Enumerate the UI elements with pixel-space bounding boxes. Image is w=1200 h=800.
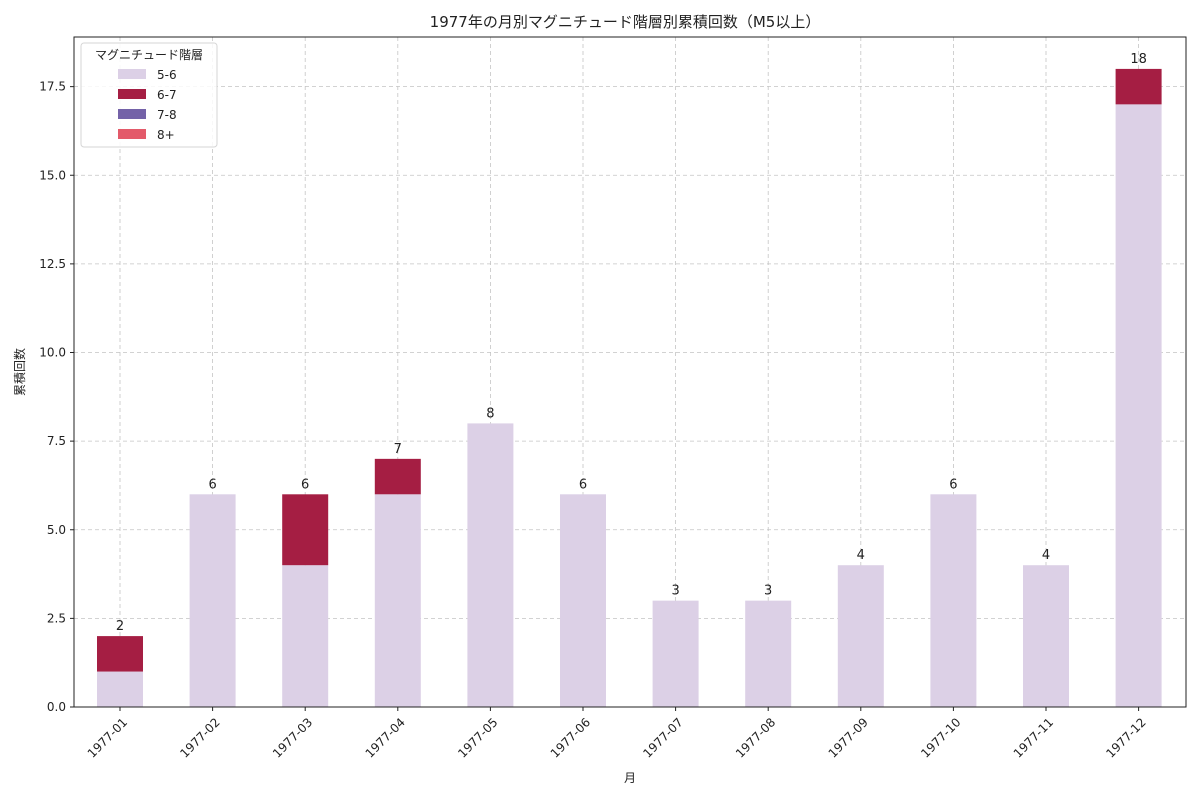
- legend-swatch-7-8: [118, 109, 146, 119]
- bar-segment-6-7: [97, 636, 143, 672]
- y-axis-label: 累積回数: [12, 348, 27, 396]
- bar-segment-6-7: [374, 458, 421, 495]
- bar-total-label: 3: [671, 584, 679, 599]
- bar-total-label: 4: [857, 548, 865, 563]
- y-tick-label: 15.0: [39, 168, 66, 182]
- bar-segment-5-6: [467, 423, 514, 707]
- bar-total-label: 2: [116, 619, 124, 634]
- x-tick-label: 1977-07: [640, 715, 685, 760]
- y-tick-label: 2.5: [47, 611, 66, 625]
- x-axis: 1977-01 1977-02 1977-03 1977-04 1977-05 1977-…: [85, 707, 1149, 761]
- bar-total-label: 18: [1130, 52, 1147, 67]
- legend-box: [80, 42, 218, 148]
- x-tick-label: 1977-11: [1011, 715, 1056, 760]
- y-tick-label: 10.0: [39, 346, 66, 360]
- bar-total-label: 3: [764, 584, 772, 599]
- y-tick-label: 0.0: [47, 700, 66, 714]
- bars: [97, 68, 1162, 708]
- x-tick-label: 1977-12: [1103, 715, 1148, 760]
- y-tick-label: 12.5: [39, 257, 66, 271]
- bar-segment-5-6: [189, 494, 236, 707]
- x-tick-label: 1977-06: [548, 715, 593, 760]
- bar-segment-6-7: [282, 494, 329, 566]
- chart-title: 1977年の月別マグニチュード階層別累積回数（M5以上）: [430, 13, 821, 31]
- legend: マグニチュード階層 5-6 6-7 7-8 8+: [80, 42, 218, 148]
- bar-segment-5-6: [1023, 565, 1069, 707]
- legend-label: 6-7: [157, 88, 177, 102]
- bar-segment-5-6: [97, 671, 143, 707]
- x-tick-label: 1977-02: [177, 715, 222, 760]
- x-axis-label: 月: [624, 771, 636, 785]
- plot-area-frame: [73, 36, 1187, 708]
- bar-total-label: 8: [486, 406, 494, 421]
- bar-segment-5-6: [374, 494, 421, 707]
- y-tick-label: 17.5: [39, 80, 66, 94]
- x-tick-label: 1977-01: [85, 715, 130, 760]
- bar-total-label: 7: [394, 442, 402, 457]
- bar-total-label: 6: [579, 477, 587, 492]
- bar-segment-5-6: [930, 494, 977, 707]
- bar-segment-5-6: [652, 600, 699, 707]
- bar-total-label: 4: [1042, 548, 1050, 563]
- bar-total-labels: 2 6 6 7 8 6 3 3 4 6 4 18: [116, 52, 1147, 634]
- x-tick-label: 1977-09: [826, 715, 871, 760]
- bar-total-label: 6: [301, 477, 309, 492]
- y-tick-label: 5.0: [47, 523, 66, 537]
- bar-segment-5-6: [282, 565, 329, 707]
- legend-swatch-5-6: [118, 69, 146, 79]
- x-tick-label: 1977-05: [455, 715, 500, 760]
- bar-segment-5-6: [1115, 104, 1162, 708]
- y-tick-label: 7.5: [47, 434, 66, 448]
- legend-label: 7-8: [157, 108, 177, 122]
- legend-swatch-6-7: [118, 89, 146, 99]
- x-tick-label: 1977-03: [270, 715, 315, 760]
- x-tick-label: 1977-04: [363, 715, 408, 760]
- x-tick-label: 1977-10: [918, 715, 963, 760]
- bar-total-label: 6: [949, 477, 957, 492]
- bar-segment-5-6: [745, 600, 792, 707]
- legend-label: 8+: [157, 128, 175, 142]
- bar-segment-5-6: [837, 565, 884, 707]
- legend-swatch-8+: [118, 129, 146, 139]
- y-axis: 0.0 2.5 5.0 7.5 10.0 12.5 15.0 17.5: [39, 80, 74, 714]
- legend-title: マグニチュード階層: [95, 47, 203, 62]
- grid-lines: [74, 37, 1186, 708]
- bar-segment-6-7: [1115, 68, 1162, 105]
- x-tick-label: 1977-08: [733, 715, 778, 760]
- legend-label: 5-6: [157, 68, 177, 82]
- bar-total-label: 6: [208, 477, 216, 492]
- bar-segment-5-6: [560, 494, 606, 707]
